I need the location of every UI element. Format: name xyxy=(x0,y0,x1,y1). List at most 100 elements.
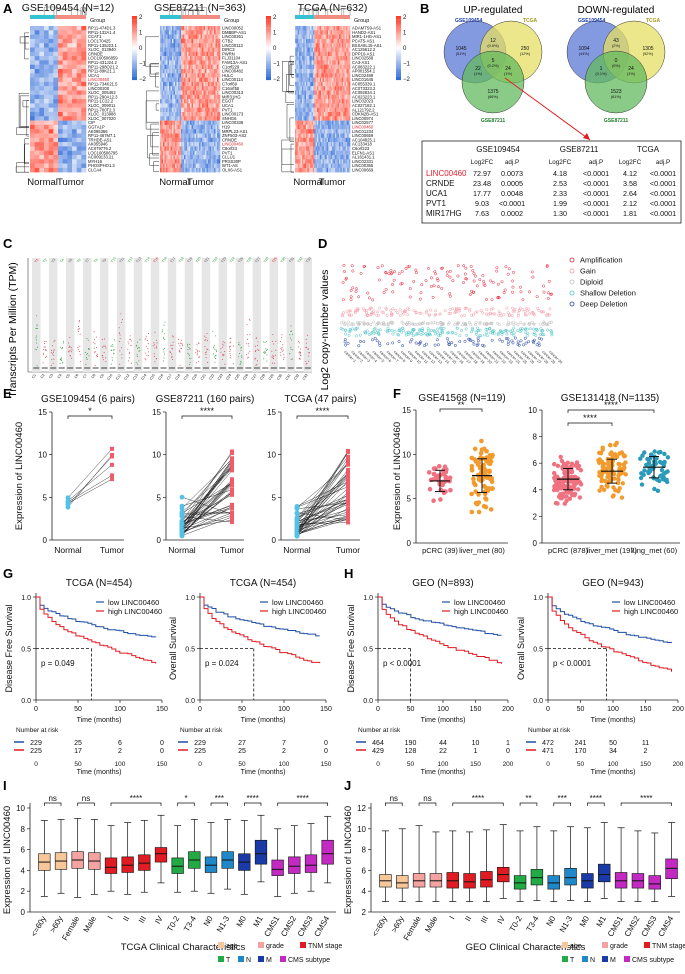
heatmap-gene-label: RP11-290A12.3 xyxy=(88,94,118,99)
heatmap-cell xyxy=(58,81,63,87)
heatmap-cell xyxy=(339,30,341,35)
heatmap-cell xyxy=(208,77,210,83)
heatmap-cell xyxy=(322,133,325,138)
color-scale-step xyxy=(266,35,271,37)
heatmap-cell xyxy=(301,146,304,151)
heatmap-cell xyxy=(306,137,308,143)
panel-label-g: G xyxy=(3,566,13,581)
heatmap-cell xyxy=(306,116,308,121)
cancer-top-label: T17 xyxy=(170,256,177,263)
heatmap-cell xyxy=(215,116,218,121)
heatmap-cell xyxy=(329,94,332,100)
color-scale-step xyxy=(266,17,271,20)
heatmap-cell xyxy=(187,124,189,130)
heatmap-cell xyxy=(30,26,35,31)
heatmap-cell xyxy=(62,142,68,147)
heatmap-cell xyxy=(185,56,188,61)
heatmap-cell xyxy=(209,146,212,151)
tpm-point xyxy=(246,324,248,326)
tpm-point xyxy=(59,362,61,364)
tpm-point xyxy=(257,348,259,350)
tpm-point xyxy=(292,333,293,335)
tpm-point xyxy=(198,360,200,362)
heatmap-cell xyxy=(317,150,319,156)
heatmap-cell xyxy=(193,94,195,100)
heatmap-cell xyxy=(72,150,77,156)
copy-number-point xyxy=(400,320,404,324)
heatmap-cell xyxy=(325,64,327,70)
heatmap-cell xyxy=(312,116,315,121)
tpm-point xyxy=(239,363,241,365)
copy-number-point xyxy=(514,322,518,326)
heatmap-cell xyxy=(337,133,340,138)
heatmap-cell xyxy=(178,34,180,40)
heatmap-cell xyxy=(44,81,49,87)
color-scale-step xyxy=(132,70,137,73)
heatmap-cell xyxy=(206,159,209,164)
heatmap-cell xyxy=(164,133,167,138)
heatmap-cell xyxy=(200,155,203,160)
heatmap-cell xyxy=(340,142,343,147)
tpm-point xyxy=(171,355,173,357)
heatmap-cell xyxy=(345,150,348,156)
heatmap-cell xyxy=(310,34,312,40)
heatmap-cell xyxy=(347,159,349,164)
copy-number-point xyxy=(442,326,446,330)
heatmap-cell xyxy=(167,99,170,104)
copy-number-point xyxy=(468,309,472,313)
heatmap-cell xyxy=(325,116,327,121)
heatmap-cell xyxy=(72,167,77,173)
heatmap-cell xyxy=(312,133,315,138)
heatmap-cell xyxy=(160,69,162,74)
copy-number-point xyxy=(348,329,352,333)
heatmap-cell xyxy=(306,167,308,173)
copy-number-point xyxy=(412,328,416,332)
heatmap-cell xyxy=(310,86,312,91)
heatmap-cell xyxy=(58,163,63,169)
heatmap-cell xyxy=(344,129,347,134)
heatmap-cell xyxy=(323,120,326,126)
tpm-point xyxy=(229,353,231,354)
heatmap-cell xyxy=(72,159,77,164)
cancer-top-label: T3 xyxy=(51,258,57,264)
heatmap-cell xyxy=(217,30,219,35)
tpm-point xyxy=(240,349,242,351)
heatmap-gene-label: AK095366 xyxy=(88,129,108,134)
heatmap-cell xyxy=(53,142,59,147)
heatmap-cell xyxy=(203,51,206,57)
heatmap-cell xyxy=(194,94,197,100)
heatmap-cell xyxy=(81,30,87,35)
heatmap-cell xyxy=(191,133,194,138)
tpm-point xyxy=(240,361,242,363)
heatmap-cell xyxy=(312,159,315,164)
heatmap-cell xyxy=(217,99,219,104)
cancer-top-label: T8 xyxy=(93,258,99,264)
color-scale-step xyxy=(396,51,401,53)
heatmap-cell xyxy=(164,146,167,151)
heatmap-cell xyxy=(332,51,334,57)
heatmap-cell xyxy=(173,146,176,151)
cancer-tick-label: C14 xyxy=(140,373,147,381)
cancer-top-label: T28 xyxy=(263,256,270,263)
heatmap-cell xyxy=(306,129,308,134)
heatmap-cell xyxy=(209,86,212,91)
tpm-point xyxy=(68,347,70,348)
heatmap-cell xyxy=(163,86,165,91)
group-label-normal: Normal xyxy=(54,545,82,555)
heatmap-cell xyxy=(187,99,189,104)
heatmap-cell xyxy=(176,73,179,78)
heatmap-cell xyxy=(300,51,303,57)
heatmap-cell xyxy=(53,47,59,52)
heatmap-cell xyxy=(215,30,218,35)
heatmap-cell xyxy=(344,150,347,156)
copy-number-point xyxy=(481,274,485,277)
copy-number-point xyxy=(512,326,516,330)
heatmap-cell xyxy=(161,133,164,138)
heatmap-cell xyxy=(318,90,321,95)
heatmap-cell xyxy=(323,159,326,164)
heatmap-cell xyxy=(299,47,301,52)
heatmap-cell xyxy=(312,69,315,74)
heatmap-cell xyxy=(182,69,185,74)
heatmap-cell xyxy=(202,43,204,48)
heatmap-cell xyxy=(340,77,343,83)
